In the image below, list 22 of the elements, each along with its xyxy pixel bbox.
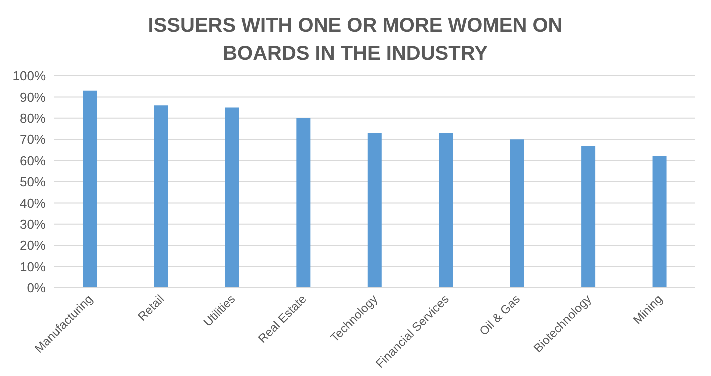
bar: [652, 156, 667, 288]
y-tick-label: 50%: [20, 174, 46, 190]
y-tick-label: 70%: [20, 132, 46, 148]
y-tick-label: 90%: [20, 90, 46, 105]
bar: [83, 90, 97, 288]
bar: [439, 133, 454, 288]
y-tick-label: 100%: [12, 68, 46, 84]
y-tick-label: 10%: [20, 259, 46, 274]
bar: [368, 133, 382, 288]
y-tick-label: 30%: [20, 217, 46, 232]
y-tick-label: 60%: [20, 153, 46, 168]
chart-title: ISSUERS WITH ONE OR MORE WOMEN ON BOARDS IN THE INDUSTRY: [147, 14, 564, 67]
bar: [225, 108, 240, 288]
x-tick-label: Oil & Gas: [476, 292, 524, 338]
y-tick-label: 40%: [20, 196, 46, 211]
bar: [154, 106, 168, 288]
y-tick-label: 20%: [20, 238, 46, 254]
bar: [582, 146, 596, 288]
bar: [296, 118, 311, 288]
bar: [510, 140, 524, 288]
y-tick-label: 80%: [20, 111, 46, 126]
y-tick-label: 0%: [27, 280, 46, 296]
